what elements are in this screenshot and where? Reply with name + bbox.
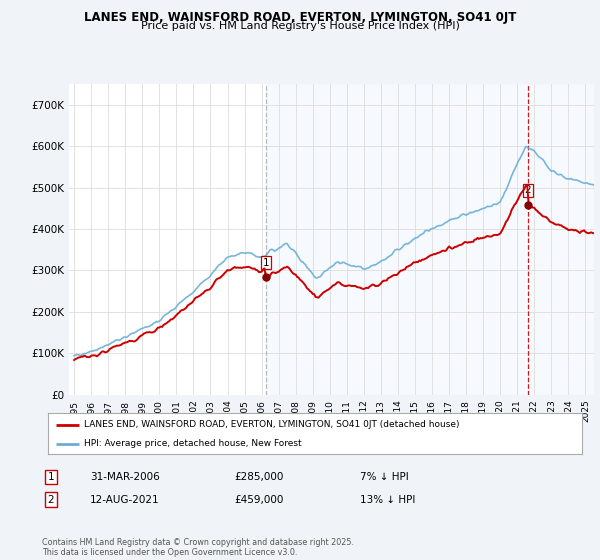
Text: Price paid vs. HM Land Registry's House Price Index (HPI): Price paid vs. HM Land Registry's House … [140, 21, 460, 31]
Text: 13% ↓ HPI: 13% ↓ HPI [360, 494, 415, 505]
Text: LANES END, WAINSFORD ROAD, EVERTON, LYMINGTON, SO41 0JT (detached house): LANES END, WAINSFORD ROAD, EVERTON, LYMI… [85, 420, 460, 429]
Text: 1: 1 [47, 472, 55, 482]
Text: 1: 1 [263, 258, 269, 268]
Text: 12-AUG-2021: 12-AUG-2021 [90, 494, 160, 505]
Text: 7% ↓ HPI: 7% ↓ HPI [360, 472, 409, 482]
Text: LANES END, WAINSFORD ROAD, EVERTON, LYMINGTON, SO41 0JT: LANES END, WAINSFORD ROAD, EVERTON, LYMI… [84, 11, 516, 24]
Text: Contains HM Land Registry data © Crown copyright and database right 2025.
This d: Contains HM Land Registry data © Crown c… [42, 538, 354, 557]
Bar [266, 84, 594, 395]
Text: HPI: Average price, detached house, New Forest: HPI: Average price, detached house, New … [85, 439, 302, 448]
Text: £459,000: £459,000 [234, 494, 283, 505]
Text: 2: 2 [524, 185, 531, 195]
Text: 2: 2 [47, 494, 55, 505]
Text: 31-MAR-2006: 31-MAR-2006 [90, 472, 160, 482]
Text: £285,000: £285,000 [234, 472, 283, 482]
